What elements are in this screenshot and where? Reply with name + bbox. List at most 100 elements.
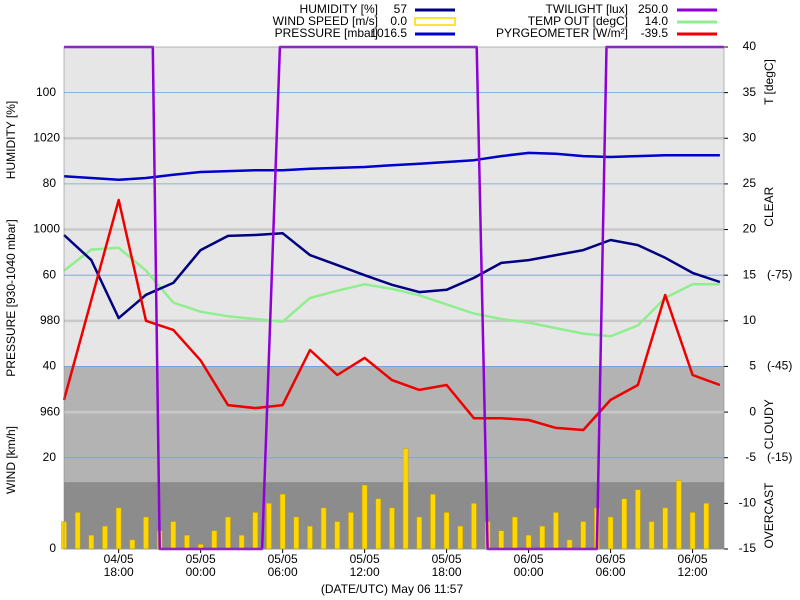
wind-bar [389,507,395,550]
y2-tick-label: 40 [743,39,757,53]
y2-tick-label: -5 [745,450,756,464]
wind-bar [102,525,108,550]
wind-bar [279,493,286,550]
band-label: CLEAR [762,186,776,226]
sky-band [64,366,724,483]
wind-bar [252,512,259,550]
wind-bar [512,516,518,550]
legend-label: PRESSURE [mbar] [275,26,378,40]
x-tick-label: 06/05 00:00 [513,552,544,579]
wind-bar [648,521,655,550]
y3-tick-label: (-45) [767,359,792,373]
y-tick-label: 40 [43,359,57,373]
wind-bar [129,539,136,550]
x-tick-label: 05/05 06:00 [267,552,298,579]
wind-bar [320,507,327,550]
pressure-tick-label: 960 [40,404,60,418]
wind-bar [662,507,668,550]
y2-tick-label: 5 [749,359,756,373]
series-line [62,198,721,432]
wind-bar [361,484,368,550]
wind-bar [457,525,464,550]
wind-bar [607,516,614,550]
wind-bar [471,503,477,550]
y3-tick-label: (-15) [767,450,792,464]
wind-bar [703,503,709,550]
x-tick-label: 04/05 18:00 [103,552,134,579]
x-axis-label: (DATE/UTC) May 06 11:57 [321,582,464,596]
wind-bar [676,480,682,550]
series-line [63,231,721,320]
series-line [63,151,720,182]
wind-bar [566,539,573,550]
wind-bar [170,521,177,550]
wind-bar [580,521,587,550]
legend-value: 0.0 [390,14,407,28]
temp-axis-label: T [degC] [762,59,776,105]
legend-label: WIND SPEED [m/s] [273,14,378,28]
y-tick-label: 0 [49,541,56,555]
wind-bar [293,516,300,550]
wind-bar [539,525,546,550]
wind-bar [402,448,409,550]
wind-bar [375,498,382,550]
wind-bar [443,512,450,550]
wind-bar [115,507,122,550]
wind-bar [143,516,149,550]
pressure-tick-label: 1000 [33,222,60,236]
x-tick-label: 05/05 00:00 [185,552,216,579]
wind-bar [348,512,354,550]
wind-bar [621,498,627,550]
x-tick-label: 06/05 12:00 [677,552,708,579]
plot-frame [63,46,725,550]
y2-tick-label: 25 [743,176,757,190]
y2-tick-label: 15 [743,267,757,281]
y-tick-label: 20 [43,450,57,464]
legend-value: -39.5 [641,26,669,40]
legend-value: 250.0 [638,2,668,16]
band-label: OVERCAST [762,482,776,549]
wind-axis-label: WIND [km/h] [4,426,18,494]
wind-bar [498,530,505,550]
wind-bar [266,503,272,550]
wind-bar [689,512,696,550]
y-tick-label: 100 [36,85,56,99]
legend-label: TWILIGHT [lux] [546,2,628,16]
y3-tick-label: (-75) [767,267,792,281]
pressure-tick-label: 1020 [33,130,60,144]
legend-label: PYRGEOMETER [W/m²] [496,26,628,40]
y2-tick-label: -15 [739,541,757,555]
y2-tick-label: 20 [743,222,757,236]
wind-bar [238,535,245,550]
y2-tick-label: 0 [749,404,756,418]
legend-label: TEMP OUT [degC] [528,14,628,28]
band-label: CLOUDY [762,399,776,449]
sky-band [64,47,724,367]
series-line [63,246,720,338]
y2-tick-label: 30 [743,130,757,144]
y-tick-label: 60 [43,267,57,281]
y2-tick-label: 10 [743,313,757,327]
x-tick-label: 05/05 12:00 [349,552,380,579]
humidity-axis-label: HUMIDITY [%] [4,101,18,179]
legend-value: 57 [394,2,408,16]
legend-value: 14.0 [645,14,669,28]
wind-bar [430,493,436,550]
x-tick-label: 05/05 18:00 [431,552,462,579]
wind-bar [635,489,641,550]
wind-bar [184,535,190,550]
y2-tick-label: -10 [739,496,757,510]
wind-bar [74,512,81,550]
wind-bar [88,535,95,550]
plot-background [64,47,724,550]
legend-label: HUMIDITY [%] [300,2,378,16]
y-tick-label: 80 [43,176,57,190]
pressure-axis-label: PRESSURE [930-1040 mbar] [4,219,18,376]
wind-bar [416,516,423,550]
x-tick-label: 06/05 06:00 [595,552,626,579]
wind-bar [525,535,532,550]
wind-bar [553,512,559,550]
wind-bar [211,530,218,550]
